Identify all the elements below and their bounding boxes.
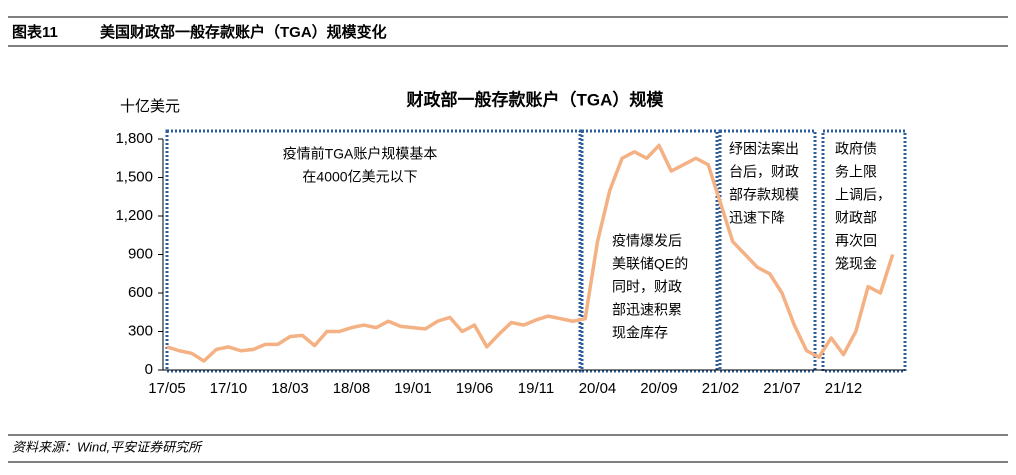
annotation-box bbox=[165, 129, 582, 373]
x-tick-label: 18/03 bbox=[271, 380, 309, 397]
series-line bbox=[166, 143, 895, 363]
x-tick-label: 19/06 bbox=[456, 380, 494, 397]
annotation: 再次回 bbox=[835, 233, 877, 249]
x-tick-label: 18/08 bbox=[333, 380, 371, 397]
annotation: 疫情爆发后 bbox=[612, 233, 682, 249]
x-tick-label: 21/02 bbox=[702, 380, 740, 397]
source: 资料来源：Wind,平安证券研究所 bbox=[12, 439, 203, 454]
annotation: 笼现金 bbox=[835, 256, 877, 272]
annotation: 同时，财政 bbox=[612, 279, 682, 295]
annotation: 迅速下降 bbox=[729, 210, 785, 226]
annotation-boxes bbox=[165, 129, 907, 373]
annotation: 部迅速积累 bbox=[612, 302, 682, 318]
chart-title: 财政部一般存款账户（TGA）规模 bbox=[406, 89, 665, 109]
x-tick-label: 17/05 bbox=[148, 380, 186, 397]
y-tick-label: 1,500 bbox=[115, 168, 153, 185]
x-tick-label: 20/04 bbox=[579, 380, 617, 397]
y-axis-label: 十亿美元 bbox=[120, 98, 180, 115]
y-tick-label: 1,800 bbox=[115, 130, 153, 147]
annotation: 台后，财政 bbox=[729, 164, 799, 180]
x-tick-label: 19/11 bbox=[518, 380, 554, 397]
annotation: 务上限 bbox=[835, 164, 877, 180]
y-tick-label: 0 bbox=[145, 361, 153, 378]
x-tick-label: 19/01 bbox=[394, 380, 432, 397]
figure-title: 美国财政部一般存款账户（TGA）规模变化 bbox=[100, 23, 387, 41]
annotation-box bbox=[580, 129, 719, 373]
x-tick-label: 17/10 bbox=[210, 380, 248, 397]
annotation: 美联储QE的 bbox=[612, 256, 688, 272]
annotation-box bbox=[718, 129, 817, 373]
y-tick-label: 300 bbox=[128, 322, 153, 339]
annotation-box bbox=[821, 129, 907, 373]
x-tick-label: 21/07 bbox=[763, 380, 801, 397]
annotation: 在4000亿美元以下 bbox=[302, 169, 417, 185]
annotation: 部存款规模 bbox=[729, 187, 799, 203]
annotation: 纾困法案出 bbox=[729, 141, 799, 157]
annotation: 疫情前TGA账户规模基本 bbox=[283, 146, 438, 162]
annotation: 财政部 bbox=[835, 210, 877, 226]
x-tick-label: 21/12 bbox=[825, 380, 863, 397]
y-tick-label: 1,200 bbox=[115, 207, 153, 224]
annotation: 政府债 bbox=[835, 141, 877, 157]
y-tick-label: 900 bbox=[128, 245, 153, 262]
annotation: 现金库存 bbox=[612, 325, 668, 341]
x-tick-label: 20/09 bbox=[640, 380, 678, 397]
annotation: 上调后， bbox=[835, 187, 891, 203]
y-tick-label: 600 bbox=[128, 284, 153, 301]
figure-number: 图表11 bbox=[12, 23, 58, 41]
